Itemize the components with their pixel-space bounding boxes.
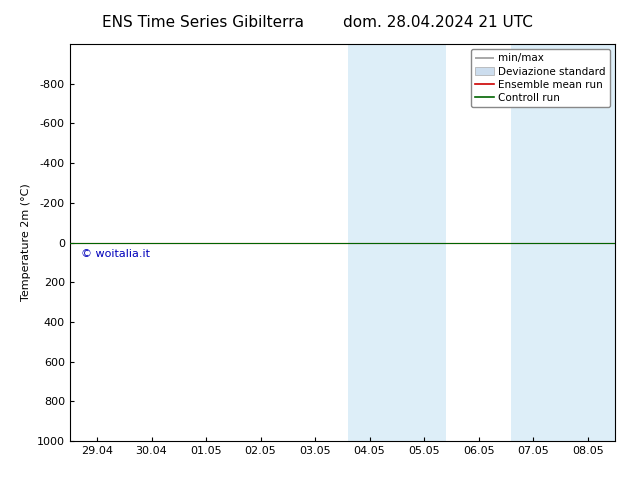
Legend: min/max, Deviazione standard, Ensemble mean run, Controll run: min/max, Deviazione standard, Ensemble m…	[471, 49, 610, 107]
Bar	[512, 44, 555, 441]
Bar	[391, 44, 446, 441]
Text: © woitalia.it: © woitalia.it	[81, 248, 150, 259]
Text: ENS Time Series Gibilterra        dom. 28.04.2024 21 UTC: ENS Time Series Gibilterra dom. 28.04.20…	[101, 15, 533, 30]
Bar	[555, 44, 615, 441]
Bar	[348, 44, 391, 441]
Y-axis label: Temperature 2m (°C): Temperature 2m (°C)	[22, 184, 31, 301]
